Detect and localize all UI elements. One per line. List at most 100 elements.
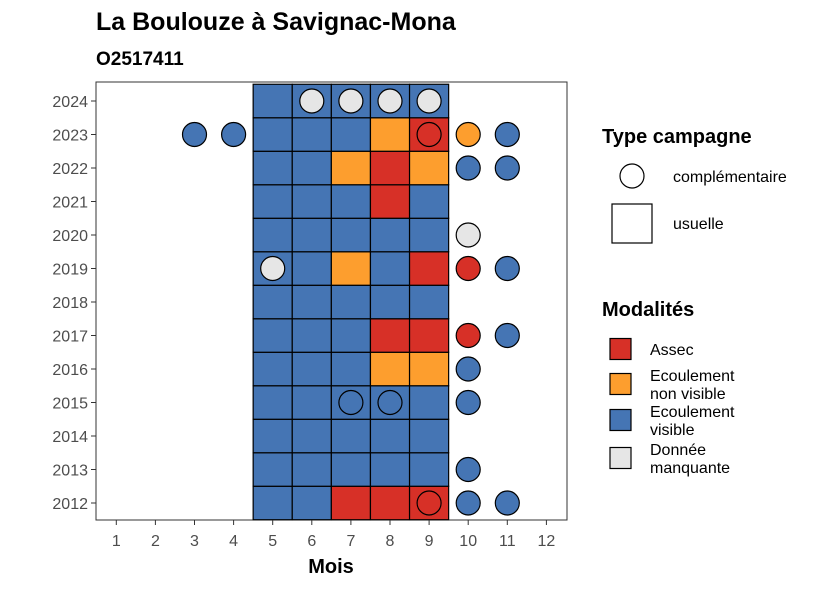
complementaire-point [494, 155, 520, 181]
x-tick-label: 8 [386, 533, 395, 550]
usuelle-cell [252, 385, 293, 420]
usuelle-cell [408, 251, 450, 286]
complementaire-point [377, 88, 403, 114]
usuelle-cell [369, 117, 411, 152]
usuelle-cell [330, 117, 372, 152]
usuelle-cell [369, 418, 411, 454]
complementaire-point [455, 389, 481, 416]
legend-item-label: usuelle [673, 216, 724, 233]
x-tick-label: 6 [307, 533, 316, 550]
chart-subtitle: O2517411 [96, 49, 184, 70]
usuelle-cell [291, 452, 332, 487]
chart-title: La Boulouze à Savignac-Mona [96, 8, 457, 36]
usuelle-cell [369, 318, 411, 353]
legend-item-label: Ecoulement [650, 368, 735, 385]
legend-modalites-title: Modalités [602, 299, 694, 321]
complementaire-point [377, 389, 403, 416]
usuelle-cell [369, 452, 411, 487]
legend-swatch [609, 408, 632, 432]
legend-swatch [609, 337, 632, 361]
x-tick-label: 12 [538, 533, 556, 550]
usuelle-cell [369, 184, 411, 219]
complementaire-point [338, 88, 364, 114]
y-tick-label: 2018 [52, 295, 88, 312]
usuelle-cell [252, 418, 293, 454]
x-axis: 1 2 3 4 5 6 7 8 9 10 11 12 [112, 520, 556, 550]
legend-swatch [609, 372, 632, 396]
legend-type-title: Type campagne [602, 126, 752, 148]
usuelle-cell [252, 217, 293, 253]
complementaire-points [181, 88, 520, 516]
complementaire-point [221, 121, 247, 148]
legend-circle-icon [619, 163, 645, 189]
y-tick-label: 2015 [52, 396, 88, 413]
x-tick-label: 7 [346, 533, 355, 550]
usuelle-cell [408, 284, 450, 320]
y-tick-label: 2019 [52, 262, 88, 279]
complementaire-point [416, 490, 442, 516]
y-tick-label: 2024 [52, 94, 88, 111]
usuelle-cell [408, 418, 450, 454]
usuelle-cell [330, 418, 372, 454]
complementaire-point [260, 255, 286, 282]
usuelle-cell [330, 485, 372, 521]
usuelle-cell [291, 485, 332, 521]
complementaire-point [455, 121, 481, 148]
usuelle-cell [252, 83, 293, 119]
legend-item-label: Donnée [650, 442, 706, 459]
complementaire-point [455, 322, 481, 349]
y-tick-label: 2017 [52, 329, 88, 346]
usuelle-cell [291, 284, 332, 320]
usuelle-cell [291, 251, 332, 286]
usuelle-cell [252, 452, 293, 487]
usuelle-cell [291, 150, 332, 186]
x-tick-label: 5 [268, 533, 277, 550]
complementaire-point [494, 255, 520, 282]
usuelle-cell [291, 184, 332, 219]
usuelle-cell [252, 284, 293, 320]
x-tick-label: 9 [425, 533, 434, 550]
y-tick-label: 2021 [52, 195, 88, 212]
legend-item-label: non visible [650, 386, 726, 403]
usuelle-cell [291, 117, 332, 152]
y-tick-label: 2023 [52, 128, 88, 145]
y-tick-label: 2020 [52, 228, 88, 245]
complementaire-point [181, 121, 208, 148]
y-tick-label: 2014 [52, 429, 88, 446]
usuelle-cells [252, 83, 450, 521]
usuelle-cell [291, 418, 332, 454]
complementaire-point [455, 456, 481, 483]
usuelle-cell [252, 351, 293, 387]
usuelle-cell [330, 217, 372, 253]
legend-swatch [609, 446, 632, 470]
y-tick-label: 2022 [52, 161, 88, 178]
usuelle-cell [291, 351, 332, 387]
usuelle-cell [291, 385, 332, 420]
usuelle-cell [408, 318, 450, 353]
y-tick-label: 2016 [52, 362, 88, 379]
usuelle-cell [408, 385, 450, 420]
usuelle-cell [252, 318, 293, 353]
usuelle-cell [408, 150, 450, 186]
usuelle-cell [252, 150, 293, 186]
complementaire-point [416, 88, 442, 114]
legend-item-label: Assec [650, 342, 694, 359]
y-tick-label: 2012 [52, 496, 88, 513]
usuelle-cell [252, 485, 293, 521]
usuelle-cell [369, 485, 411, 521]
usuelle-cell [369, 351, 411, 387]
usuelle-cell [369, 284, 411, 320]
x-tick-label: 2 [151, 533, 160, 550]
usuelle-cell [369, 217, 411, 253]
complementaire-point [455, 255, 481, 282]
usuelle-cell [330, 318, 372, 353]
complementaire-point [455, 490, 481, 516]
x-tick-label: 4 [229, 533, 238, 550]
usuelle-cell [330, 150, 372, 186]
usuelle-cell [330, 184, 372, 219]
legend-item-label: manquante [650, 460, 730, 477]
usuelle-cell [408, 452, 450, 487]
complementaire-point [494, 322, 520, 349]
